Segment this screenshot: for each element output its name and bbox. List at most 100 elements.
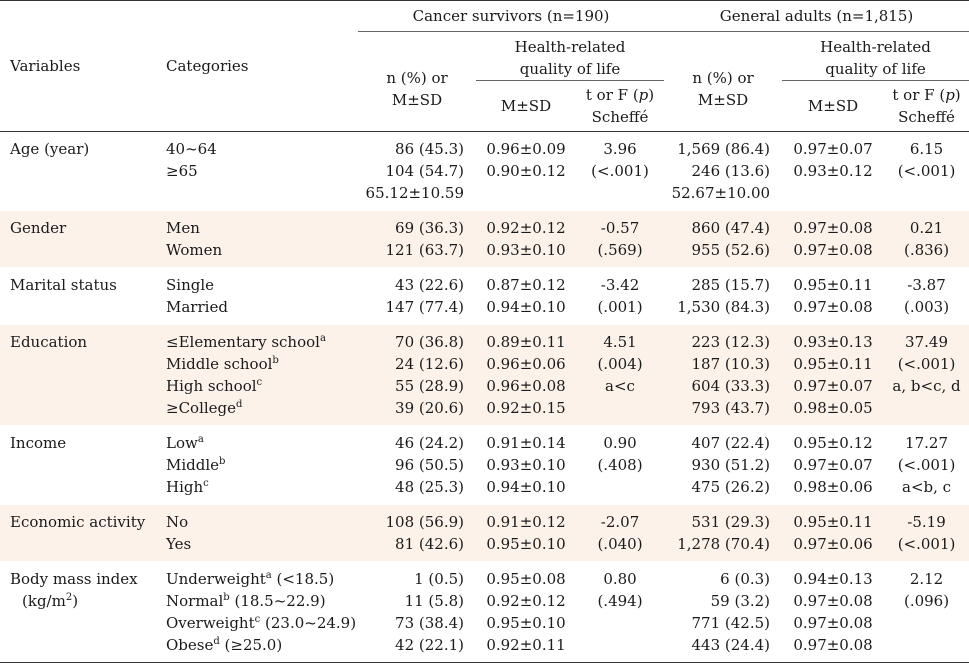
- cell-line: 443 (24.4): [691, 636, 771, 654]
- cell-line: (.494): [597, 592, 643, 610]
- cancer-msd-cell: 0.87±0.12 0.94±0.10: [476, 267, 576, 325]
- cell-line: 793 (43.7): [691, 399, 771, 417]
- general-msd-cell: 0.97±0.08 0.97±0.08: [782, 210, 885, 268]
- cell-line: 0.94±0.10: [486, 298, 566, 316]
- general-msd-cell: 0.95±0.11 0.97±0.08: [782, 267, 885, 325]
- table-row: Education ≤Elementary schoola Middle schoo…: [0, 324, 969, 426]
- cancer-msd-cell: 0.95±0.08 0.92±0.12 0.95±0.10 0.92±0.11: [476, 561, 576, 663]
- category-label: Women: [166, 241, 223, 259]
- cell-line: 0.92±0.12: [486, 219, 566, 237]
- header-variables: Variables: [0, 0, 156, 132]
- general-n-cell: 407 (22.4) 930 (51.2) 475 (26.2): [664, 425, 783, 505]
- general-tf-cell: 6.15 (<.001): [884, 131, 969, 211]
- cell-line: 86 (45.3): [395, 140, 464, 158]
- cell-line: 0.95±0.11: [793, 355, 873, 373]
- cell-line: Age (year): [10, 140, 90, 158]
- category-cell: Single Married: [156, 267, 358, 325]
- category-label: Single: [166, 276, 215, 294]
- header-categories: Categories: [156, 0, 358, 132]
- general-msd-cell: 0.95±0.11 0.97±0.06: [782, 504, 885, 562]
- header-msd-general: M±SD: [782, 80, 885, 132]
- cell-line: Body mass index: [10, 570, 138, 588]
- cell-line: 0.93±0.13: [793, 333, 873, 351]
- general-tf-cell: -3.87 (.003): [884, 267, 969, 325]
- cell-line: 0.97±0.08: [793, 241, 873, 259]
- header-msd-cancer: M±SD: [476, 80, 576, 132]
- cell-line: 73 (38.4): [395, 614, 464, 632]
- cell-line: 187 (10.3): [691, 355, 771, 373]
- cell-line: Economic activity: [10, 513, 146, 531]
- table-header: Variables Categories Cancer survivors (n…: [0, 0, 969, 132]
- cell-line: a<b, c: [902, 478, 952, 496]
- cell-line: 121 (63.7): [385, 241, 464, 259]
- header-n-pct-cancer: n (%) or M±SD: [358, 31, 476, 132]
- general-tf-cell: 17.27 (<.001) a<b, c: [884, 425, 969, 505]
- cell-line: 0.97±0.08: [793, 636, 873, 654]
- category-label: Highc: [166, 478, 209, 496]
- cancer-tf-cell: 4.51 (.004) a<c: [576, 324, 665, 426]
- cell-line: 0.94±0.10: [486, 478, 566, 496]
- cell-line: 81 (42.6): [395, 535, 464, 553]
- general-n-cell: 285 (15.7) 1,530 (84.3): [664, 267, 783, 325]
- category-cell: No Yes: [156, 504, 358, 562]
- table-row: Economic activity No Yes 108 (56.9) 81 (42.6…: [0, 504, 969, 562]
- cell-line: 0.91±0.12: [486, 513, 566, 531]
- superscript: b: [219, 456, 226, 467]
- cell-line: (<.001): [897, 355, 956, 373]
- variable-cell: Age (year): [0, 131, 156, 211]
- cell-line: 0.98±0.06: [793, 478, 873, 496]
- cell-line: 0.96±0.09: [486, 140, 566, 158]
- general-tf-cell: 2.12 (.096): [884, 561, 969, 663]
- cell-line: -0.57: [600, 219, 640, 237]
- cell-line: -3.87: [907, 276, 946, 294]
- table-row: Marital status Single Married 43 (22.6) 147 …: [0, 267, 969, 325]
- cell-line: 0.96±0.06: [486, 355, 566, 373]
- cell-line: 0.97±0.06: [793, 535, 873, 553]
- cell-line: 1,569 (86.4): [677, 140, 771, 158]
- cell-line: 285 (15.7): [691, 276, 771, 294]
- cell-line: 46 (24.2): [395, 434, 464, 452]
- cell-line: 860 (47.4): [691, 219, 771, 237]
- general-tf-cell: -5.19 (<.001): [884, 504, 969, 562]
- cell-line: 0.97±0.08: [793, 592, 873, 610]
- cell-line: 0.92±0.11: [486, 636, 566, 654]
- cell-line: 0.94±0.13: [793, 570, 873, 588]
- cell-line: (.004): [597, 355, 643, 373]
- cancer-tf-cell: 3.96 (<.001): [576, 131, 665, 211]
- cell-line: Income: [10, 434, 67, 452]
- cell-line: 0.21: [909, 219, 944, 237]
- header-hrql-general: Health-related quality of life: [782, 31, 969, 81]
- cell-line: 59 (3.2): [710, 592, 771, 610]
- cell-line: -2.07: [600, 513, 640, 531]
- general-tf-cell: 0.21 (.836): [884, 210, 969, 268]
- cell-line: (.040): [597, 535, 643, 553]
- cell-line: 0.87±0.12: [486, 276, 566, 294]
- cell-line: -5.19: [907, 513, 946, 531]
- cell-line: 1,530 (84.3): [677, 298, 771, 316]
- general-n-cell: 6 (0.3) 59 (3.2) 771 (42.5) 443 (24.4): [664, 561, 783, 663]
- cell-line: (.569): [597, 241, 643, 259]
- cancer-n-cell: 1 (0.5) 11 (5.8) 73 (38.4) 42 (22.1): [358, 561, 476, 663]
- cell-line: (<.001): [897, 456, 956, 474]
- category-label: Middle schoolb: [166, 355, 279, 373]
- cell-line: 0.98±0.05: [793, 399, 873, 417]
- cell-line: 604 (33.3): [691, 377, 771, 395]
- table-row: Body mass index (kg/m2) Underweighta (<18.…: [0, 561, 969, 663]
- general-n-cell: 1,569 (86.4) 246 (13.6) 52.67±10.00: [664, 131, 783, 211]
- category-label: Underweighta (<18.5): [166, 570, 335, 588]
- header-tf-cancer: t or F (p) Scheffé: [576, 80, 665, 132]
- cell-line: (<.001): [591, 162, 649, 180]
- category-label: ≤Elementary schoola: [166, 333, 326, 351]
- cell-line: (<.001): [897, 535, 956, 553]
- variable-cell: Income: [0, 425, 156, 505]
- cell-line: 246 (13.6): [691, 162, 771, 180]
- cell-line: 531 (29.3): [691, 513, 771, 531]
- cell-line: 0.91±0.14: [486, 434, 566, 452]
- cancer-n-cell: 46 (24.2) 96 (50.5) 48 (25.3): [358, 425, 476, 505]
- general-msd-cell: 0.97±0.07 0.93±0.12: [782, 131, 885, 211]
- category-cell: Lowa Middleb Highc: [156, 425, 358, 505]
- cell-line: 771 (42.5): [691, 614, 771, 632]
- cell-line: Marital status: [10, 276, 117, 294]
- superscript: b: [272, 355, 279, 366]
